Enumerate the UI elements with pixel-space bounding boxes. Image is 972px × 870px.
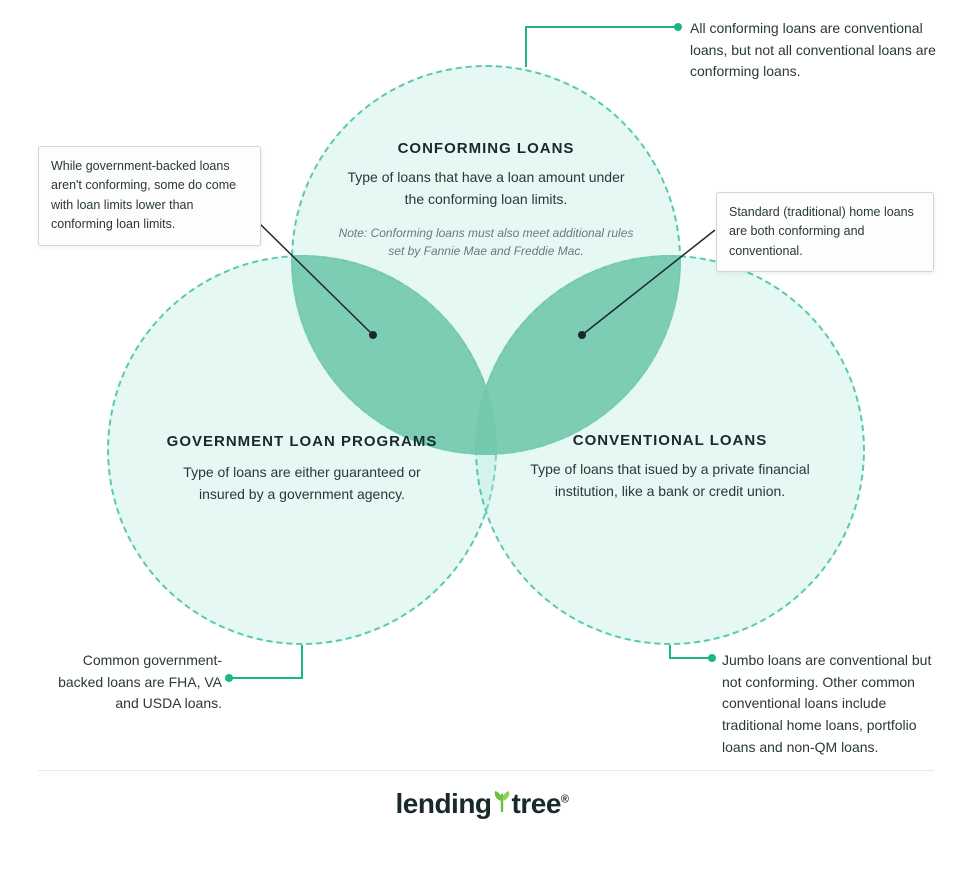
leaf-icon (492, 786, 512, 818)
footer-divider (38, 770, 934, 771)
callout-conforming-conventional: All conforming loans are conventional lo… (690, 18, 940, 83)
government-loans-title: GOVERNMENT LOAN PROGRAMS (122, 432, 482, 452)
lendingtree-logo: lending tree® (395, 788, 576, 820)
callout-government-limits-box: While government-backed loans aren't con… (38, 146, 261, 246)
conforming-loans-content: CONFORMING LOANS Type of loans that have… (306, 140, 666, 260)
callout-jumbo-loans: Jumbo loans are conventional but not con… (722, 650, 942, 758)
registered-icon: ® (561, 794, 569, 806)
conforming-loans-desc: Type of loans that have a loan amount un… (306, 167, 666, 210)
callout-government-examples: Common government-backed loans are FHA, … (54, 650, 222, 715)
conventional-loans-content: CONVENTIONAL LOANS Type of loans that is… (490, 432, 850, 502)
government-loans-desc: Type of loans are either guaranteed or i… (122, 462, 482, 505)
conforming-loans-title: CONFORMING LOANS (306, 140, 666, 157)
logo-text-2: tree (512, 788, 561, 819)
conforming-loans-note: Note: Conforming loans must also meet ad… (306, 224, 666, 260)
conventional-loans-title: CONVENTIONAL LOANS (490, 432, 850, 449)
government-loans-content: GOVERNMENT LOAN PROGRAMS Type of loans a… (122, 432, 482, 506)
callout-standard-loans-box: Standard (traditional) home loans are bo… (716, 192, 934, 272)
logo-text-1: lending (395, 788, 491, 819)
conventional-loans-desc: Type of loans that isued by a private fi… (490, 459, 850, 502)
logo-container: lending tree® (0, 788, 972, 820)
venn-diagram-container: CONFORMING LOANS Type of loans that have… (0, 0, 972, 770)
